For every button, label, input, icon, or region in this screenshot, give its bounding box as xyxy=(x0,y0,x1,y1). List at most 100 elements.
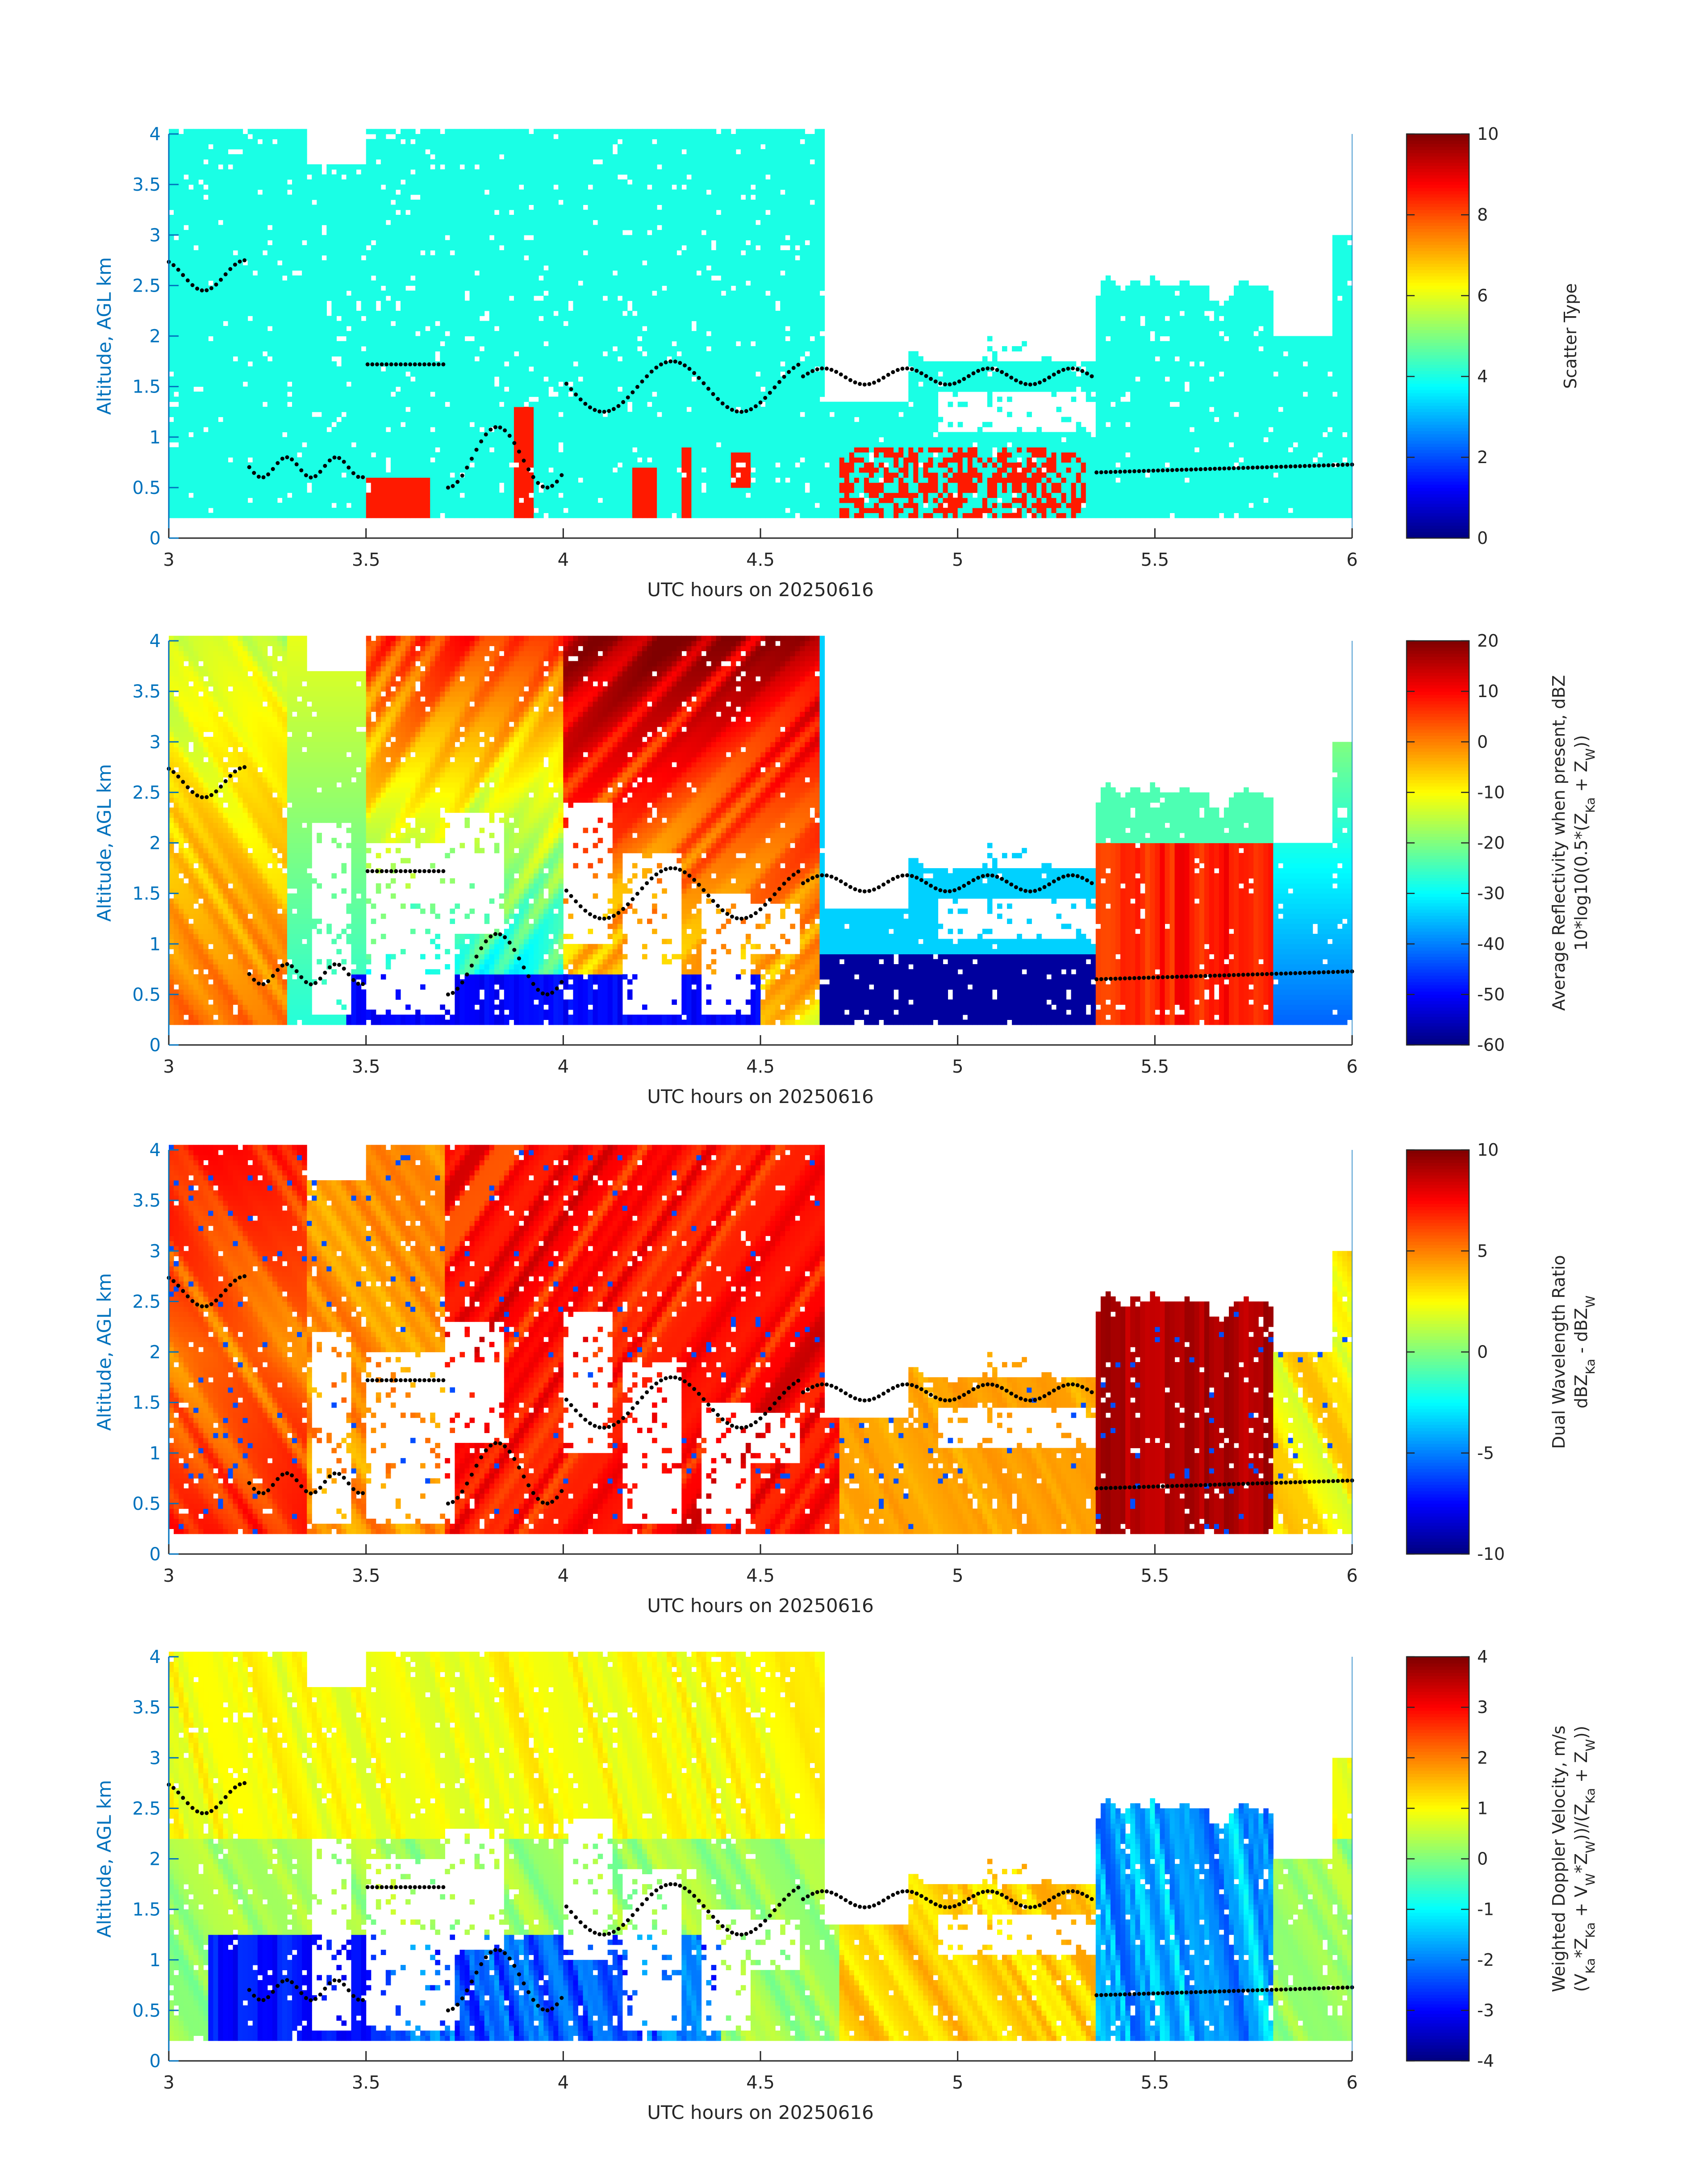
heatmap-cell xyxy=(371,296,376,301)
heatmap-cell xyxy=(459,225,465,230)
heatmap-cell xyxy=(252,159,258,165)
heatmap-cell xyxy=(464,149,470,155)
heatmap-cell xyxy=(464,447,470,453)
heatmap-cell xyxy=(322,406,327,412)
heatmap-cell xyxy=(302,467,307,473)
heatmap-cell xyxy=(331,351,337,357)
heatmap-cell xyxy=(247,406,253,412)
heatmap-cell xyxy=(401,215,406,220)
heatmap-cell xyxy=(233,255,238,261)
heatmap-cell xyxy=(307,305,312,311)
heatmap-cell xyxy=(445,194,450,200)
heatmap-cell xyxy=(459,442,465,447)
heatmap-cell xyxy=(193,482,199,488)
heatmap-cell xyxy=(489,159,495,165)
heatmap-cell xyxy=(445,427,450,432)
heatmap-cell xyxy=(425,154,430,160)
heatmap-cell xyxy=(257,134,263,139)
heatmap-cell xyxy=(489,220,495,226)
heatmap-cell xyxy=(341,397,347,402)
heatmap-cell xyxy=(213,397,218,402)
heatmap-cell xyxy=(213,472,218,478)
heatmap-cell xyxy=(174,240,179,246)
heatmap-cell xyxy=(469,280,475,286)
heatmap-cell xyxy=(238,235,243,241)
heatmap-cell xyxy=(380,442,386,447)
heatmap-cell xyxy=(218,508,223,513)
heatmap-cell xyxy=(371,230,376,235)
heatmap-cell xyxy=(272,502,278,508)
heatmap-cell xyxy=(435,296,440,301)
heatmap-cell xyxy=(223,169,229,175)
heatmap-cell xyxy=(425,129,430,134)
heatmap-cell xyxy=(450,280,455,286)
heatmap-cell xyxy=(179,351,184,357)
heatmap-cell xyxy=(469,366,475,372)
heatmap-cell xyxy=(262,179,268,185)
heatmap-cell xyxy=(198,417,204,422)
heatmap-cell xyxy=(401,442,406,447)
heatmap-cell xyxy=(415,305,421,311)
heatmap-cell xyxy=(450,310,455,316)
heatmap-cell xyxy=(169,154,174,160)
heatmap-cell xyxy=(233,285,238,291)
heatmap-cell xyxy=(307,230,312,235)
heatmap-cell xyxy=(440,285,445,291)
heatmap-cell xyxy=(405,134,411,139)
heatmap-cell xyxy=(257,235,263,241)
heatmap-cell xyxy=(450,321,455,326)
heatmap-cell xyxy=(440,452,445,458)
heatmap-cell xyxy=(351,457,357,463)
heatmap-cell xyxy=(277,189,283,195)
heatmap-cell xyxy=(238,245,243,251)
heatmap-cell xyxy=(331,386,337,392)
heatmap-cell xyxy=(297,209,302,215)
heatmap-cell xyxy=(479,321,485,326)
heatmap-cell xyxy=(317,493,322,498)
heatmap-cell xyxy=(213,139,218,145)
heatmap-cell xyxy=(435,371,440,377)
heatmap-cell xyxy=(361,174,367,180)
heatmap-cell xyxy=(376,442,381,447)
heatmap-cell xyxy=(203,493,209,498)
heatmap-cell xyxy=(425,366,430,372)
heatmap-cell xyxy=(464,260,470,266)
heatmap-cell xyxy=(459,508,465,513)
heatmap-cell xyxy=(380,305,386,311)
heatmap-cell xyxy=(390,366,396,372)
heatmap-cell xyxy=(312,275,317,281)
heatmap-cell xyxy=(188,305,194,311)
heatmap-cell xyxy=(238,189,243,195)
heatmap-cell xyxy=(174,225,179,230)
heatmap-cell xyxy=(410,235,416,241)
heatmap-cell xyxy=(277,381,283,387)
heatmap-cell xyxy=(174,452,179,458)
heatmap-cell xyxy=(242,179,248,185)
heatmap-cell xyxy=(371,366,376,372)
heatmap-cell xyxy=(198,361,204,367)
heatmap-cell xyxy=(203,457,209,463)
heatmap-cell xyxy=(247,205,253,210)
heatmap-cell xyxy=(277,174,283,180)
heatmap-cell xyxy=(307,316,312,322)
heatmap-cell xyxy=(322,467,327,473)
heatmap-cell xyxy=(223,417,229,422)
heatmap-cell xyxy=(312,432,317,438)
heatmap-cell xyxy=(242,366,248,372)
heatmap-cell xyxy=(247,235,253,241)
heatmap-cell xyxy=(208,260,213,266)
heatmap-cell xyxy=(267,462,273,468)
heatmap-cell xyxy=(213,412,218,418)
heatmap-cell xyxy=(484,508,490,513)
heatmap-cell xyxy=(361,230,367,235)
heatmap-cell xyxy=(479,144,485,150)
heatmap-cell xyxy=(469,391,475,397)
heatmap-cell xyxy=(346,391,352,397)
heatmap-cell xyxy=(405,336,411,342)
heatmap-cell xyxy=(464,462,470,468)
heatmap-cell xyxy=(385,230,391,235)
heatmap-cell xyxy=(410,164,416,170)
heatmap-cell xyxy=(257,326,263,331)
heatmap-cell xyxy=(242,164,248,170)
heatmap-cell xyxy=(272,437,278,443)
